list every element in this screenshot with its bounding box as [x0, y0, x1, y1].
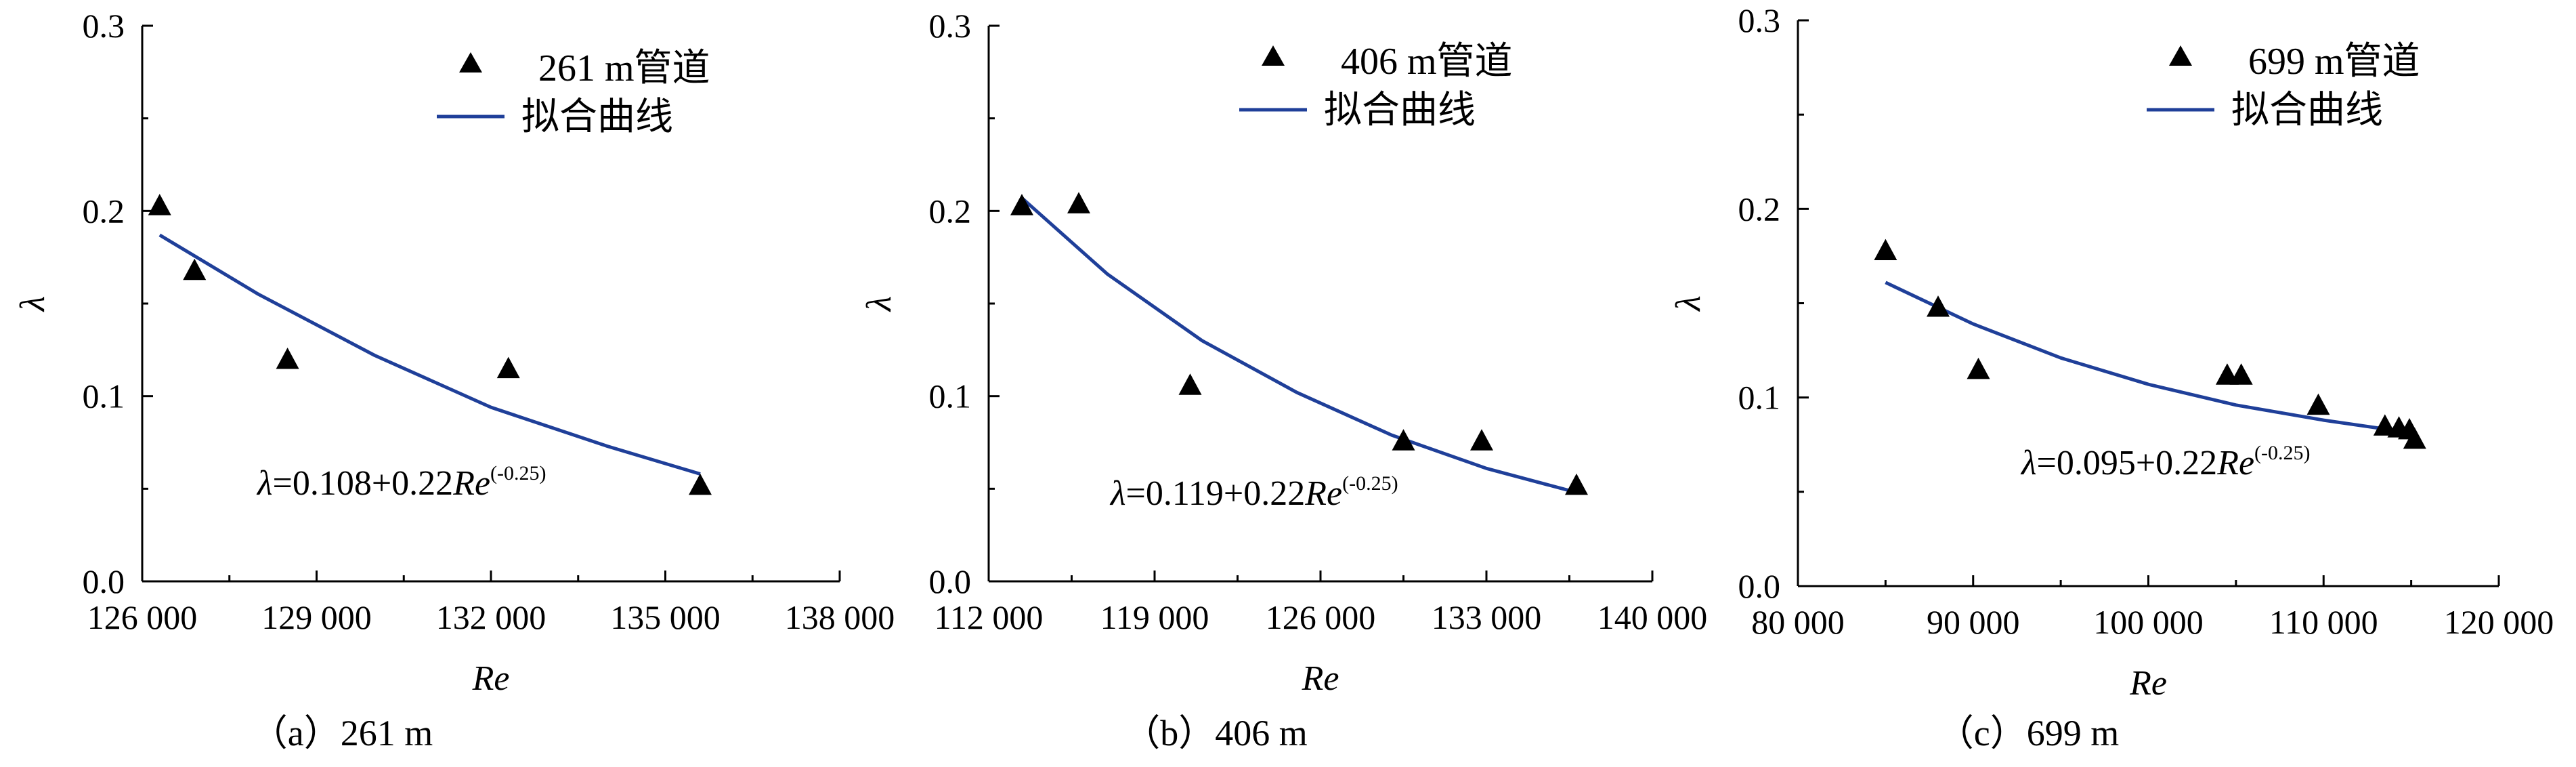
equation-lambda: λ: [1109, 474, 1126, 513]
y-axis-label: λ: [1669, 295, 1708, 312]
y-tick-label: 0.0: [929, 562, 972, 600]
x-tick-label: 126 000: [1266, 598, 1376, 636]
y-tick-label: 0.3: [83, 7, 125, 45]
equation-coefficients: =0.108+0.22: [273, 464, 454, 503]
legend-line-label: 拟合曲线: [1324, 89, 1476, 131]
legend-line-label: 拟合曲线: [521, 96, 673, 138]
y-tick-label: 0.0: [83, 562, 125, 600]
data-point: [2229, 363, 2253, 385]
legend-marker-icon: [2169, 45, 2192, 66]
y-tick-label: 0.3: [1738, 1, 1781, 39]
data-point: [1470, 429, 1493, 451]
data-point: [1565, 473, 1588, 495]
data-point: [1967, 357, 1990, 379]
legend-marker-icon: [459, 52, 482, 72]
y-axis-label: λ: [860, 296, 899, 313]
equation-lambda: λ: [256, 464, 273, 503]
legend-marker-icon: [1262, 45, 1285, 66]
x-tick-label: 90 000: [1927, 603, 2020, 641]
y-tick-label: 0.0: [1738, 567, 1781, 605]
equation-re: Re: [452, 464, 490, 503]
chart-panel-3: 0.0 0.1 0.2 0.3 80 000 90 000 100 000 110 000 12…: [1669, 1, 2554, 753]
panel-caption: （a）261 m: [251, 713, 433, 753]
panel-caption: （b）406 m: [1123, 713, 1308, 753]
x-tick-label: 138 000: [785, 598, 895, 636]
data-point: [1010, 194, 1033, 215]
fit-equation: λ=0.119+0.22Re(-0.25): [1109, 472, 1398, 513]
data-point: [496, 356, 520, 379]
equation-exponent: (-0.25): [2254, 442, 2310, 464]
equation-re: Re: [2216, 444, 2254, 482]
equation-exponent: (-0.25): [1342, 472, 1398, 495]
equation-lambda: λ: [2020, 444, 2037, 482]
data-point: [148, 194, 171, 215]
x-axis-label: Re: [1302, 659, 1339, 698]
equation-coefficients: =0.119+0.22: [1126, 474, 1306, 513]
equation-exponent: (-0.25): [490, 462, 546, 484]
x-axis-label: Re: [472, 659, 510, 698]
data-point: [276, 348, 299, 369]
equation-re: Re: [1304, 474, 1342, 513]
chart-panel-1: 0.0 0.1 0.2 0.3 126 000 129 000 132 000 135 000…: [14, 7, 895, 753]
y-axis-label: λ: [14, 296, 52, 313]
fit-equation: λ=0.095+0.22Re(-0.25): [2020, 442, 2311, 482]
y-tick-label: 0.3: [929, 7, 972, 45]
x-tick-label: 133 000: [1432, 598, 1542, 636]
panel-caption: （c）699 m: [1937, 713, 2119, 753]
fit-equation: λ=0.108+0.22Re(-0.25): [256, 462, 546, 503]
legend-marker-label: 261 m管道: [538, 47, 710, 89]
y-tick-label: 0.2: [929, 192, 972, 230]
y-tick-label: 0.1: [929, 377, 972, 415]
x-tick-label: 120 000: [2444, 603, 2554, 641]
x-tick-label: 135 000: [610, 598, 721, 636]
y-tick-label: 0.2: [83, 192, 125, 230]
fit-curve: [1021, 196, 1577, 495]
x-tick-label: 132 000: [436, 598, 546, 636]
legend-line-label: 拟合曲线: [2231, 89, 2383, 131]
y-tick-label: 0.2: [1738, 190, 1781, 228]
data-point: [1178, 373, 1202, 395]
x-tick-label: 80 000: [1751, 603, 1845, 641]
fit-curve: [158, 233, 701, 476]
legend-marker-label: 406 m管道: [1341, 41, 1513, 83]
data-point: [1067, 192, 1090, 213]
x-tick-label: 119 000: [1100, 598, 1209, 636]
x-tick-label: 112 000: [935, 598, 1044, 636]
x-tick-label: 140 000: [1597, 598, 1708, 636]
data-point: [2306, 393, 2330, 415]
data-point: [1392, 429, 1415, 451]
fit-curve: [1885, 281, 2416, 435]
x-tick-label: 126 000: [87, 598, 198, 636]
y-tick-label: 0.1: [83, 377, 125, 415]
data-point: [689, 473, 712, 495]
x-tick-label: 129 000: [261, 598, 372, 636]
equation-coefficients: =0.095+0.22: [2037, 444, 2218, 482]
x-tick-label: 110 000: [2269, 603, 2378, 641]
data-point: [183, 258, 207, 281]
legend-marker-label: 699 m管道: [2248, 41, 2420, 83]
chart-panel-2: 0.0 0.1 0.2 0.3 112 000 119 000 126 000 133 000…: [860, 7, 1707, 753]
data-point: [1874, 239, 1897, 261]
x-axis-label: Re: [2129, 664, 2167, 703]
data-point: [2403, 427, 2426, 449]
data-point: [2373, 414, 2397, 436]
data-point: [1927, 295, 1950, 317]
y-tick-label: 0.1: [1738, 379, 1781, 417]
x-tick-label: 100 000: [2093, 603, 2204, 641]
